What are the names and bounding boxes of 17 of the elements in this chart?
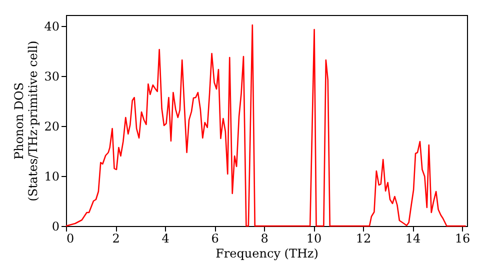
x-tick-label: 8 <box>260 232 268 246</box>
y-axis-title: Phonon DOS (States/THz·primitive cell) <box>12 40 40 202</box>
x-tick-label: 14 <box>405 232 422 246</box>
x-tick-label: 6 <box>211 232 219 246</box>
x-tick-label: 16 <box>454 232 470 246</box>
x-tick-label: 10 <box>306 232 322 246</box>
x-tick-label: 2 <box>112 232 120 246</box>
x-axis-title: Frequency (THz) <box>216 246 318 260</box>
line-series <box>65 24 466 227</box>
x-tick-label: 4 <box>162 232 170 246</box>
x-tick-label: 0 <box>66 232 74 246</box>
y-tick-label: 40 <box>44 20 60 34</box>
y-tick-label: 0 <box>52 220 60 234</box>
y-tick-label: 10 <box>44 170 60 184</box>
y-tick-label: 30 <box>44 70 60 84</box>
x-tick-label: 12 <box>356 232 372 246</box>
y-tick-label: 20 <box>44 120 60 134</box>
